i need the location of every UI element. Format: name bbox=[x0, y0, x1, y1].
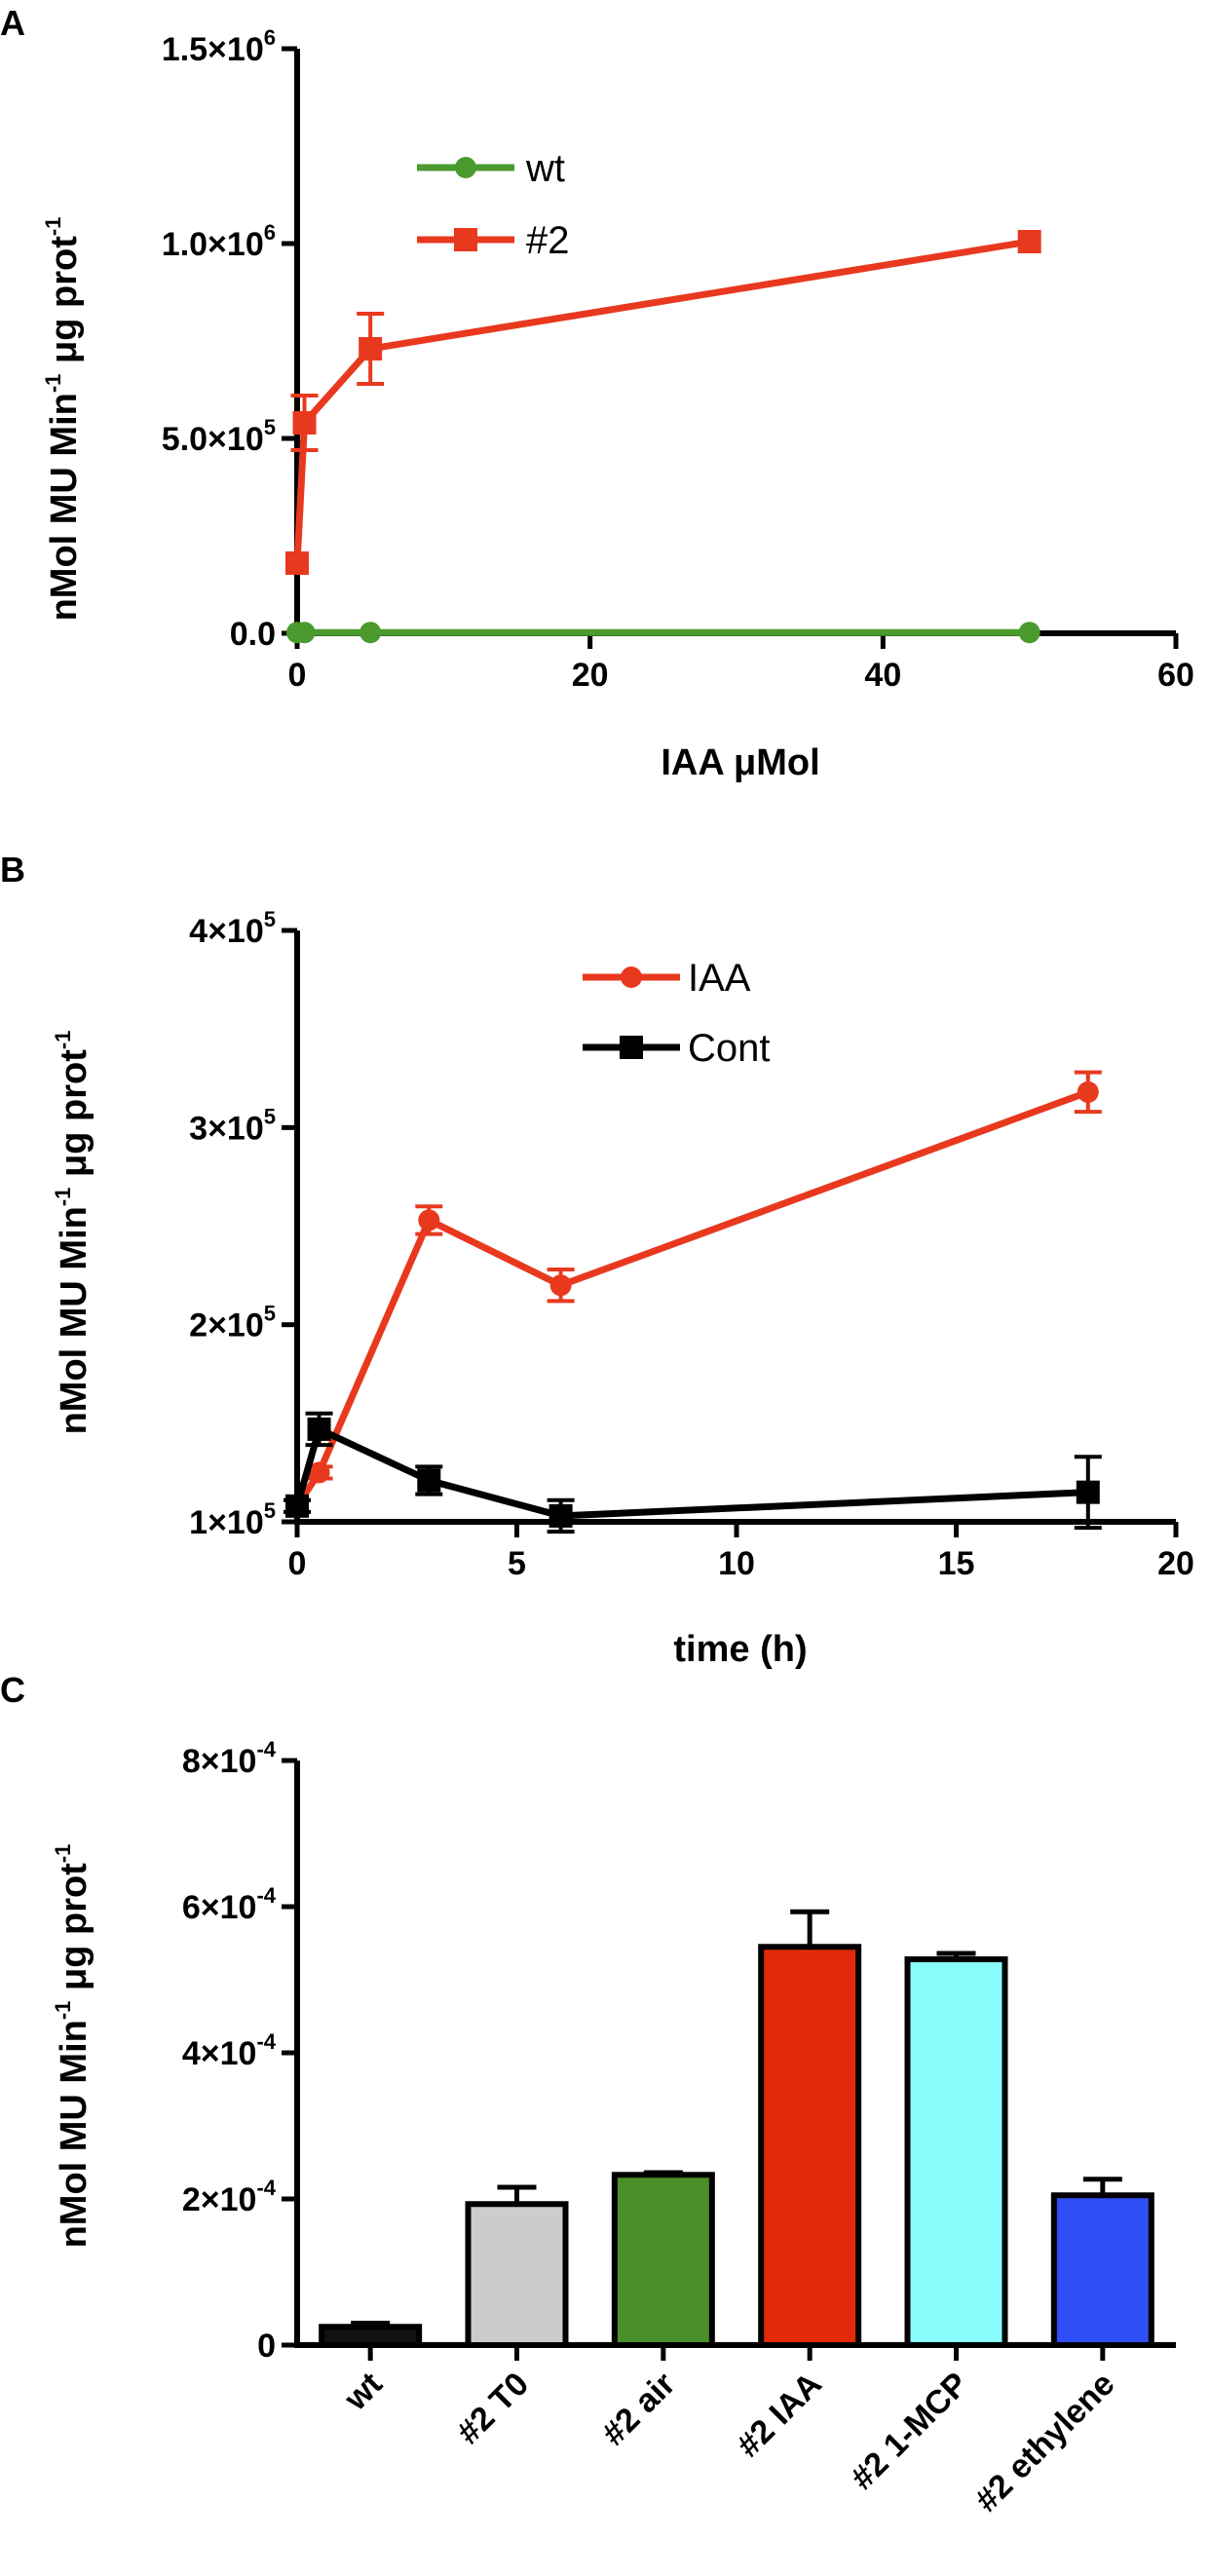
bar-5 bbox=[1050, 2192, 1154, 2348]
series-line-Cont bbox=[293, 1425, 1088, 1520]
bar-2 bbox=[611, 2172, 715, 2348]
y-tick-label: 4×10-4 bbox=[182, 2029, 277, 2072]
data-point-#2 bbox=[359, 337, 383, 360]
y-tick-label: 2×10-4 bbox=[182, 2176, 277, 2218]
data-point-#2 bbox=[285, 551, 309, 575]
series-line-#2 bbox=[293, 238, 1031, 564]
y-tick-label: 2×105 bbox=[189, 1302, 276, 1345]
panel-b-y-title: nMol MU Min-1 μg prot-1 bbox=[51, 1031, 95, 1435]
legend-2-marker bbox=[454, 228, 477, 251]
data-point-Cont bbox=[1076, 1480, 1100, 1504]
y-tick-label: 0.0 bbox=[230, 616, 276, 653]
panel-a-x-title: IAA μMol bbox=[661, 742, 819, 783]
panel-a-letter: A bbox=[0, 3, 25, 43]
panel-b-letter: B bbox=[0, 850, 25, 890]
legend-iaa-marker bbox=[621, 966, 642, 988]
y-tick-label: 1.0×106 bbox=[162, 220, 276, 263]
data-point-Cont bbox=[417, 1468, 441, 1493]
y-tick-label: 4×105 bbox=[189, 907, 276, 950]
data-point-#2 bbox=[1017, 230, 1041, 253]
panel-c-x-labels: wt #2 T0 #2 air #2 IAA #2 1-MCP#2 ethylene bbox=[337, 2366, 1122, 2519]
panel-a-y-ticks: 0.0 5.0×105 1.0×106 1.5×106 bbox=[162, 25, 297, 653]
x-category-label: #2 1-MCP bbox=[844, 2366, 975, 2497]
legend-wt-marker bbox=[455, 157, 476, 178]
panel-c-axes bbox=[294, 1761, 1176, 2348]
panel-c-y-title: nMol MU Min-1 μg prot-1 bbox=[51, 1844, 95, 2249]
panel-b-legend: IAA Cont bbox=[583, 957, 771, 1070]
data-point-IAA bbox=[1077, 1080, 1099, 1103]
data-point-wt bbox=[1018, 622, 1040, 644]
data-point-IAA bbox=[418, 1209, 440, 1231]
panel-a: A nMol MU Min-1 μg prot-1 IAA μMol 0.0 5.… bbox=[0, 3, 1194, 783]
panel-a-x-ticks: 0 20 40 60 bbox=[288, 633, 1194, 694]
x-category-label: #2 ethylene bbox=[968, 2366, 1122, 2519]
panel-c-y-ticks: 0 2×10-4 4×10-4 6×10-4 8×10-4 bbox=[182, 1737, 297, 2365]
x-category-label: wt bbox=[337, 2366, 390, 2418]
data-point-IAA bbox=[549, 1274, 572, 1297]
y-tick-label: 3×105 bbox=[189, 1104, 276, 1147]
x-tick-label: 10 bbox=[718, 1545, 755, 1582]
panel-a-y-title: nMol MU Min-1 μg prot-1 bbox=[41, 217, 85, 622]
legend-2-label: #2 bbox=[526, 219, 570, 262]
y-tick-label: 1.5×106 bbox=[162, 25, 276, 68]
panel-b-series bbox=[284, 1070, 1102, 1534]
panel-c-bars bbox=[319, 1909, 1154, 2361]
bar-0 bbox=[319, 2324, 423, 2348]
y-tick-label: 0 bbox=[257, 2328, 276, 2365]
legend-iaa-label: IAA bbox=[688, 957, 751, 1000]
panel-c-letter: C bbox=[0, 1670, 25, 1710]
panel-c: C nMol MU Min-1 μg prot-1 0 2×10-4 4×10-4 6… bbox=[0, 1670, 1176, 2519]
x-tick-label: 60 bbox=[1157, 657, 1194, 694]
y-tick-label: 6×10-4 bbox=[182, 1883, 277, 1926]
bar-4 bbox=[904, 1956, 1008, 2348]
series-line-IAA bbox=[294, 1088, 1090, 1508]
x-tick-label: 15 bbox=[938, 1545, 975, 1582]
x-category-label: #2 IAA bbox=[730, 2366, 829, 2465]
x-tick-label: 5 bbox=[508, 1545, 526, 1582]
y-tick-label: 8×10-4 bbox=[182, 1737, 277, 1780]
panel-b-y-ticks: 1×105 2×105 3×105 4×105 bbox=[189, 907, 297, 1541]
legend-cont-label: Cont bbox=[688, 1027, 771, 1070]
y-tick-label: 5.0×105 bbox=[162, 415, 276, 458]
data-point-wt bbox=[359, 622, 382, 644]
panel-a-legend: wt #2 bbox=[417, 147, 570, 262]
x-tick-label: 20 bbox=[1157, 1545, 1194, 1582]
data-point-Cont bbox=[285, 1494, 309, 1518]
x-tick-label: 20 bbox=[572, 657, 609, 694]
y-tick-label: 1×105 bbox=[189, 1498, 276, 1541]
x-tick-label: 0 bbox=[288, 1545, 307, 1582]
panel-b-x-title: time (h) bbox=[673, 1629, 807, 1670]
x-tick-label: 0 bbox=[288, 657, 307, 694]
data-point-Cont bbox=[548, 1503, 573, 1528]
legend-cont-marker bbox=[620, 1036, 643, 1059]
bar-1 bbox=[465, 2201, 569, 2348]
data-point-IAA bbox=[308, 1461, 330, 1484]
data-point-#2 bbox=[292, 411, 317, 435]
data-point-wt bbox=[293, 622, 316, 644]
x-category-label: #2 air bbox=[595, 2366, 683, 2453]
x-category-label: #2 T0 bbox=[450, 2366, 536, 2451]
bar-3 bbox=[758, 1944, 862, 2348]
panel-a-series bbox=[285, 230, 1041, 644]
panel-b: B nMol MU Min-1 μg prot-1 time (h) 1×105… bbox=[0, 850, 1194, 1670]
data-point-Cont bbox=[307, 1417, 331, 1441]
x-tick-label: 40 bbox=[864, 657, 901, 694]
legend-wt-label: wt bbox=[525, 147, 565, 190]
panel-b-x-ticks: 0 5 10 15 20 bbox=[288, 1522, 1194, 1582]
